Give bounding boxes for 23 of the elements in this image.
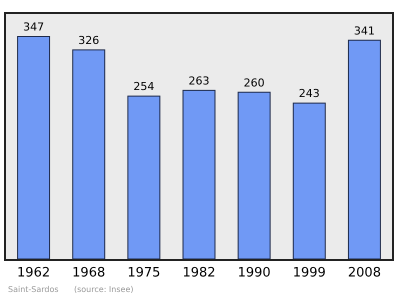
x-tick-label: 1990 (238, 265, 271, 280)
bar (182, 90, 216, 259)
data-label: 260 (244, 76, 265, 90)
text: (source: Insee) (74, 285, 134, 294)
x-tick-label: 1962 (17, 265, 50, 280)
bar (72, 49, 106, 259)
bar (292, 102, 326, 259)
x-tick-label: 1968 (72, 265, 106, 280)
bar (238, 92, 271, 259)
x-tick-label: 1982 (182, 265, 216, 280)
data-label: 347 (23, 20, 44, 34)
bar (127, 96, 160, 259)
x-tick-label: 1999 (292, 265, 326, 280)
data-label: 243 (298, 87, 320, 100)
bar (17, 36, 50, 259)
bar (348, 40, 381, 259)
x-tick-label: 2008 (348, 265, 381, 280)
data-label: 326 (78, 34, 100, 47)
data-label: 254 (133, 80, 154, 94)
data-label: 341 (354, 24, 375, 38)
x-tick-label: 1975 (127, 265, 160, 280)
text: Saint-Sardos (8, 285, 59, 294)
data-label: 263 (188, 74, 210, 88)
